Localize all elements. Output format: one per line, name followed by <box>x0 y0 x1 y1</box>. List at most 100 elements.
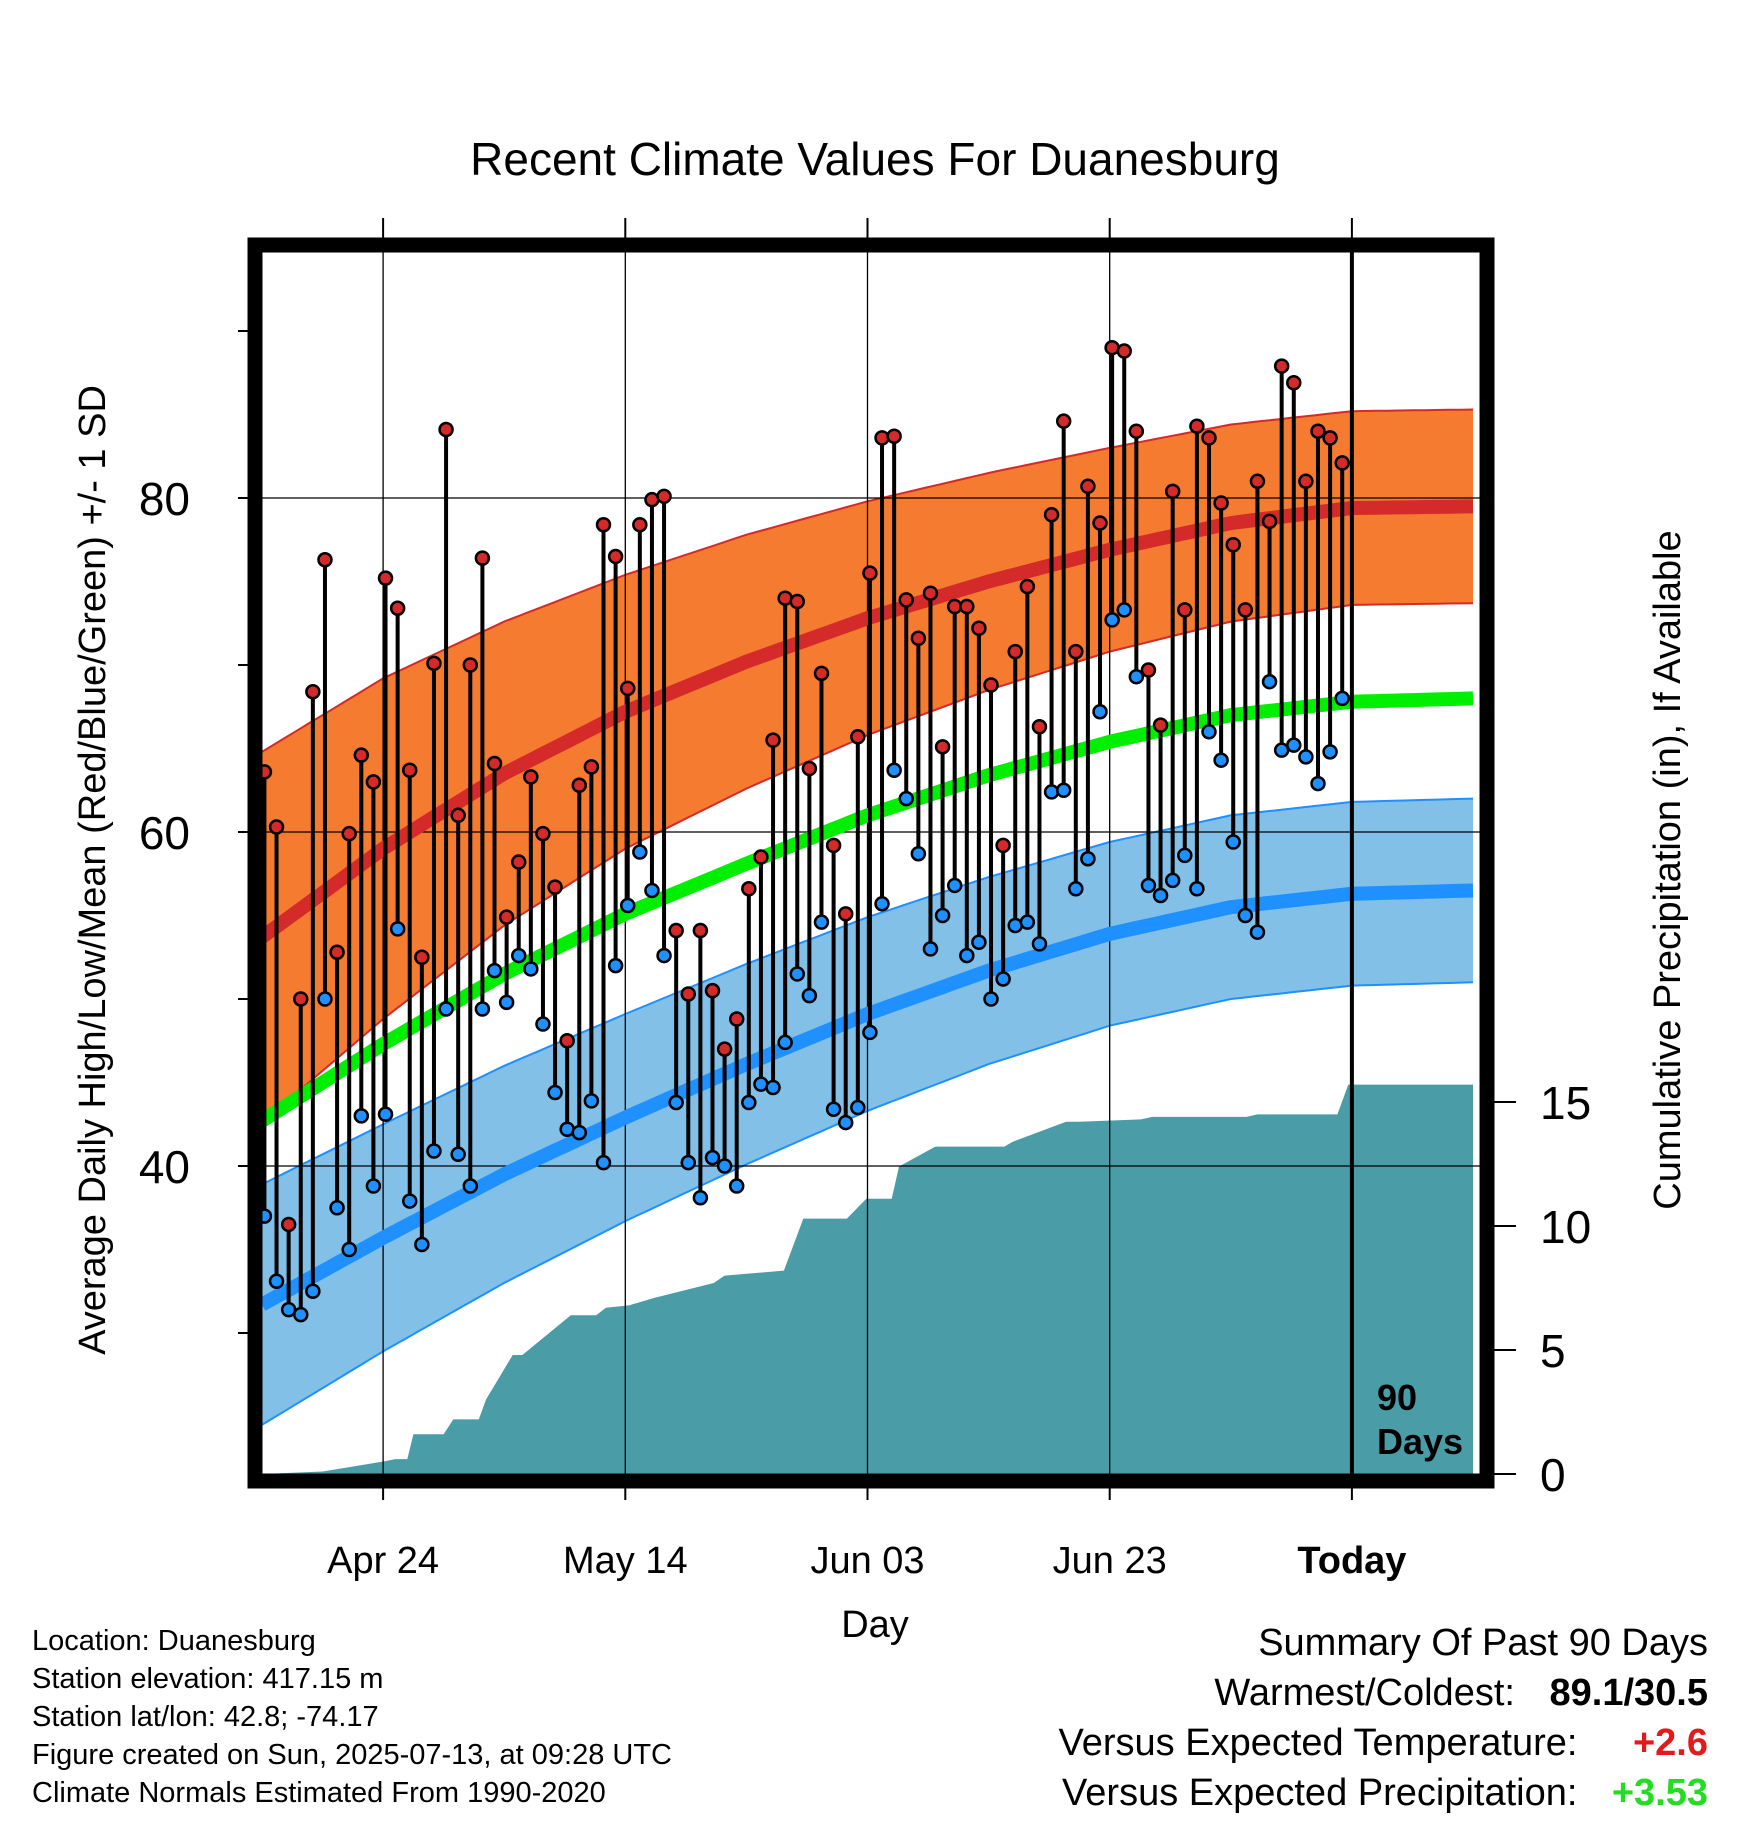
daily-low-point <box>1104 612 1120 628</box>
daily-low-point <box>1031 936 1048 952</box>
daily-low-point <box>595 1154 612 1171</box>
daily-low-point <box>983 991 999 1007</box>
normal-mean-line <box>262 691 1474 1127</box>
daily-high-point <box>801 760 818 777</box>
x-tick-label: May 14 <box>563 1540 688 1582</box>
daily-low-point <box>874 896 890 912</box>
summary-temperature: Versus Expected Temperature: +2.6 <box>1059 1722 1708 1765</box>
daily-low-point <box>268 1273 285 1289</box>
daily-high-point <box>680 986 697 1002</box>
daily-low-point <box>632 844 648 860</box>
daily-high-point <box>1213 495 1229 511</box>
daily-high-point <box>329 944 345 960</box>
daily-high-point <box>535 825 551 842</box>
daily-high-point <box>983 677 999 693</box>
daily-low-point <box>438 1001 454 1017</box>
x-axis-label: Day <box>841 1604 909 1646</box>
daily-low-point <box>450 1146 466 1163</box>
daily-low-point <box>1249 924 1266 940</box>
chart-title: Recent Climate Values For Duanesburg <box>470 133 1280 185</box>
x-tick-label: Apr 24 <box>327 1540 439 1582</box>
daily-low-point <box>644 882 660 899</box>
daily-low-point <box>583 1093 600 1109</box>
y-axis-label: Average Daily High/Low/Mean (Red/Blue/Gr… <box>72 385 114 1355</box>
daily-high-point <box>1152 717 1169 733</box>
plot-frame <box>247 237 1495 1489</box>
daily-high-point <box>704 982 721 999</box>
daily-low-point <box>474 1001 491 1017</box>
daily-high-point <box>389 600 406 616</box>
daily-high-point <box>837 906 854 922</box>
y2-tick-label: 15 <box>1540 1077 1591 1129</box>
daily-high-point <box>1116 343 1132 359</box>
daily-high-point <box>450 807 466 824</box>
daily-low-point <box>341 1241 357 1258</box>
daily-high-point <box>1080 478 1096 495</box>
daily-low-point <box>510 947 527 964</box>
y2-tick-label: 5 <box>1540 1325 1566 1377</box>
daily-high-point <box>1334 455 1350 471</box>
daily-high-point <box>934 739 951 755</box>
daily-low-point <box>813 914 830 930</box>
daily-high-point <box>765 732 781 748</box>
precip-label: Versus Expected Precipitation: <box>1062 1772 1578 1814</box>
daily-low-point <box>1116 602 1132 618</box>
temp-value: +2.6 <box>1632 1722 1708 1764</box>
daily-high-point <box>559 1033 575 1049</box>
daily-high-point <box>1189 418 1205 434</box>
daily-high-point <box>1249 473 1266 490</box>
daily-high-point <box>1140 662 1157 678</box>
daily-high-point <box>668 922 684 939</box>
daily-low-point <box>305 1283 321 1299</box>
daily-low-point <box>825 1101 842 1117</box>
daily-low-point <box>389 921 406 937</box>
created-text: Figure created on Sun, 2025-07-13, at 09… <box>32 1739 672 1771</box>
daily-low-point <box>1213 752 1229 768</box>
daily-low-point <box>801 987 818 1004</box>
warmest-value: 89.1/30.5 <box>1549 1672 1708 1714</box>
summary-heading: Summary Of Past 90 Days <box>1258 1622 1708 1664</box>
daily-low-point <box>426 1143 442 1159</box>
daily-low-point <box>910 845 927 862</box>
daily-high-point <box>1201 430 1217 446</box>
daily-low-point <box>656 947 672 964</box>
daily-low-point <box>777 1034 793 1051</box>
daily-high-point <box>692 922 709 939</box>
daily-low-point <box>1298 749 1314 765</box>
daily-high-point <box>656 488 672 505</box>
daily-high-point <box>498 909 515 925</box>
daily-low-point <box>414 1236 430 1253</box>
daily-low-point <box>995 971 1011 987</box>
location-text: Location: Duanesburg <box>32 1625 316 1657</box>
daily-high-point <box>789 593 806 610</box>
daily-high-point <box>898 592 915 608</box>
daily-high-point <box>341 825 357 842</box>
daily-high-point <box>813 665 830 682</box>
daily-low-point <box>886 762 902 778</box>
daily-low-point <box>1322 744 1338 760</box>
daily-high-point <box>510 854 527 870</box>
daily-high-point <box>1068 643 1084 660</box>
daily-low-point <box>523 961 539 977</box>
daily-low-point <box>401 1193 418 1209</box>
daily-high-point <box>1092 515 1108 531</box>
daily-high-point <box>1043 506 1060 523</box>
daily-high-point <box>462 657 479 673</box>
daily-low-point <box>498 994 515 1011</box>
daily-high-point <box>1055 413 1072 429</box>
daily-high-point <box>280 1216 297 1233</box>
daily-high-point <box>959 598 975 615</box>
daily-high-point <box>268 819 285 835</box>
daily-low-point <box>547 1084 563 1101</box>
daily-high-point <box>825 837 842 854</box>
daily-low-point <box>1225 834 1241 850</box>
normals-text: Climate Normals Estimated From 1990-2020 <box>32 1777 606 1809</box>
daily-high-point <box>293 991 309 1007</box>
daily-low-point <box>1189 881 1205 897</box>
daily-low-point <box>377 1106 394 1122</box>
daily-low-point <box>1310 775 1326 792</box>
daily-low-point <box>293 1306 309 1323</box>
daily-high-point <box>1164 483 1181 500</box>
high-sd-band <box>262 409 1473 1123</box>
